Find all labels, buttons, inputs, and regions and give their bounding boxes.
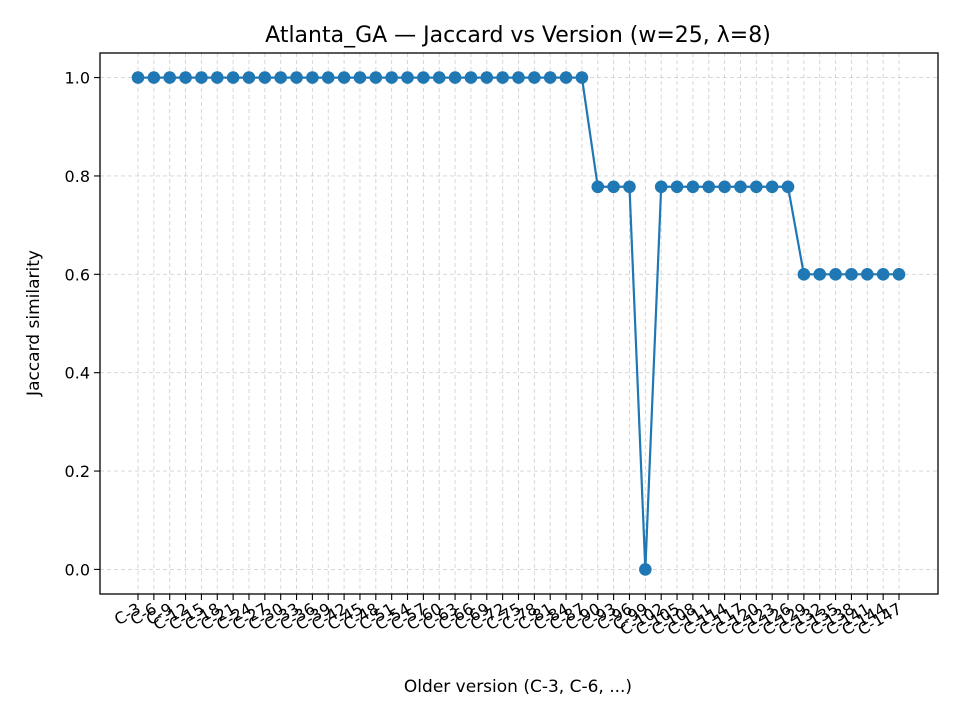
x-axis-label: Older version (C-3, C-6, ...) xyxy=(404,677,632,697)
data-point xyxy=(750,180,763,194)
data-point xyxy=(496,71,509,84)
data-point xyxy=(639,563,652,576)
data-point xyxy=(797,268,811,281)
y-tick-label: 0.6 xyxy=(65,265,90,284)
data-point xyxy=(163,71,177,84)
data-point xyxy=(829,268,842,281)
data-point xyxy=(575,71,589,84)
data-point xyxy=(321,71,335,84)
data-point xyxy=(686,180,700,194)
data-point xyxy=(353,71,367,84)
data-point xyxy=(702,180,716,194)
data-point xyxy=(734,180,747,194)
data-point xyxy=(195,71,208,84)
grid-layer xyxy=(100,53,938,594)
data-point xyxy=(226,71,240,84)
chart-title: Atlanta_GA — Jaccard vs Version (w=25, λ… xyxy=(265,23,771,48)
data-point xyxy=(210,71,224,84)
y-axis-label: Jaccard similarity xyxy=(24,250,44,397)
data-point xyxy=(131,71,145,84)
y-tick-label: 0.4 xyxy=(65,364,90,383)
data-point xyxy=(860,268,874,281)
y-tick-label: 0.0 xyxy=(65,560,90,579)
y-tick-label: 0.2 xyxy=(65,462,90,481)
plot-frame xyxy=(99,52,939,595)
data-point xyxy=(147,71,161,84)
data-point xyxy=(512,71,525,84)
data-point xyxy=(718,180,731,194)
data-point xyxy=(432,71,446,84)
data-point xyxy=(480,71,494,84)
data-point xyxy=(369,71,383,84)
data-point xyxy=(306,71,319,84)
series-jaccard xyxy=(131,71,906,576)
data-point xyxy=(670,180,684,194)
data-point xyxy=(543,71,557,84)
data-point xyxy=(179,71,192,84)
data-point xyxy=(607,180,620,194)
data-point xyxy=(337,71,351,84)
y-tick-label: 0.8 xyxy=(65,167,90,186)
data-point xyxy=(845,268,858,281)
data-point xyxy=(448,71,462,84)
data-point xyxy=(591,180,605,194)
x-axis: C-3C-6C-9C-12C-15C-18C-21C-24C-27C-30C-3… xyxy=(111,594,905,639)
data-point xyxy=(654,180,668,194)
data-point xyxy=(781,180,795,194)
data-point xyxy=(464,71,478,84)
data-point xyxy=(559,71,573,84)
y-tick-label: 1.0 xyxy=(65,69,90,88)
data-point xyxy=(401,71,414,84)
data-point xyxy=(813,268,827,281)
y-axis: 0.0 0.2 0.4 0.6 0.8 1.0 xyxy=(65,69,100,579)
data-point xyxy=(417,71,430,84)
data-point xyxy=(528,71,541,84)
data-point xyxy=(274,71,287,84)
data-point xyxy=(242,71,256,84)
data-point xyxy=(385,71,398,84)
data-point xyxy=(765,180,779,194)
data-point xyxy=(876,268,890,281)
data-point xyxy=(623,180,636,194)
data-point xyxy=(892,268,906,281)
data-point xyxy=(258,71,272,84)
data-point xyxy=(290,71,303,84)
